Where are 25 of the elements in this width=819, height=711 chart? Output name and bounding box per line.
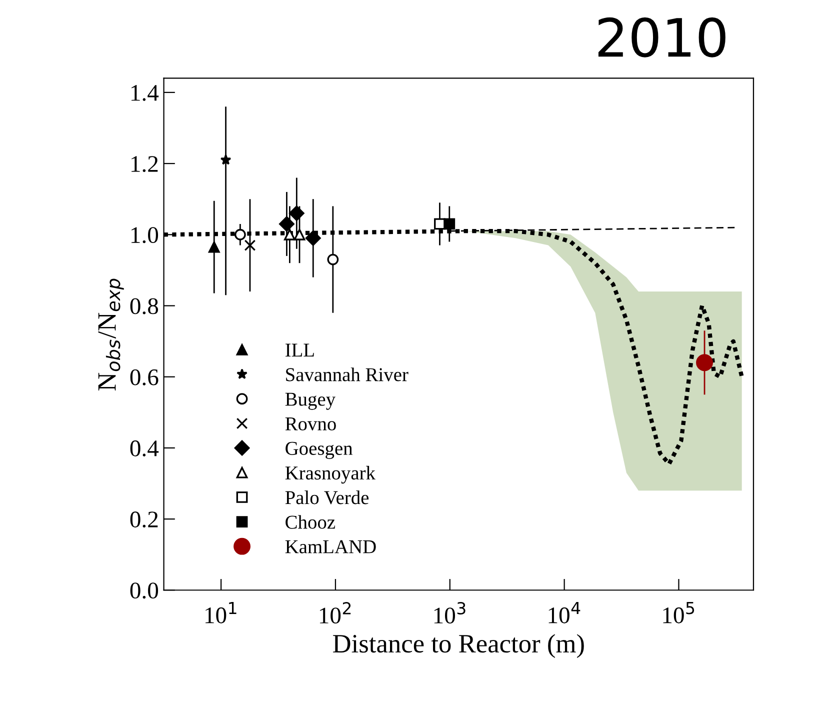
legend-label: Chooz xyxy=(286,515,336,529)
legend-label: Rovno xyxy=(285,418,336,430)
x-tick-label: 10$^{4}$ xyxy=(548,602,580,624)
text: 2010 xyxy=(598,17,726,58)
y-tick-label: 0.2 xyxy=(130,512,158,528)
x-tick-label: 10$^{2}$ xyxy=(320,602,351,624)
legend-label: KamLAND xyxy=(285,540,376,554)
legend-label: Savannah River xyxy=(286,368,408,382)
y-tick-label: 0.6 xyxy=(130,369,158,386)
y-tick-label: 0.8 xyxy=(130,298,158,314)
legend-label: Bugey xyxy=(285,392,336,410)
y-tick-label: 0.0 xyxy=(130,582,158,599)
y-tick-label: 1.4 xyxy=(132,85,159,101)
legend-label: Palo Verde xyxy=(285,490,369,504)
legend-label: Goesgen xyxy=(286,442,353,459)
y-tick-label: 1.2 xyxy=(132,156,158,172)
x-axis-title: Distance to Reactor (m) xyxy=(333,634,584,658)
legend-label: Krasnoyark xyxy=(285,466,376,484)
y-tick-label: 0.4 xyxy=(130,440,159,456)
x-tick-label: 10$^{3}$ xyxy=(434,602,466,624)
y-tick-label: 1.0 xyxy=(132,227,158,244)
legend-label: ILL xyxy=(286,344,314,357)
y-axis-title: N$_{obs}$/N$_{exp}$ xyxy=(98,278,124,391)
x-tick-label: 10$^{5}$ xyxy=(663,602,694,624)
x-tick-label: 10$^{1}$ xyxy=(206,602,236,624)
